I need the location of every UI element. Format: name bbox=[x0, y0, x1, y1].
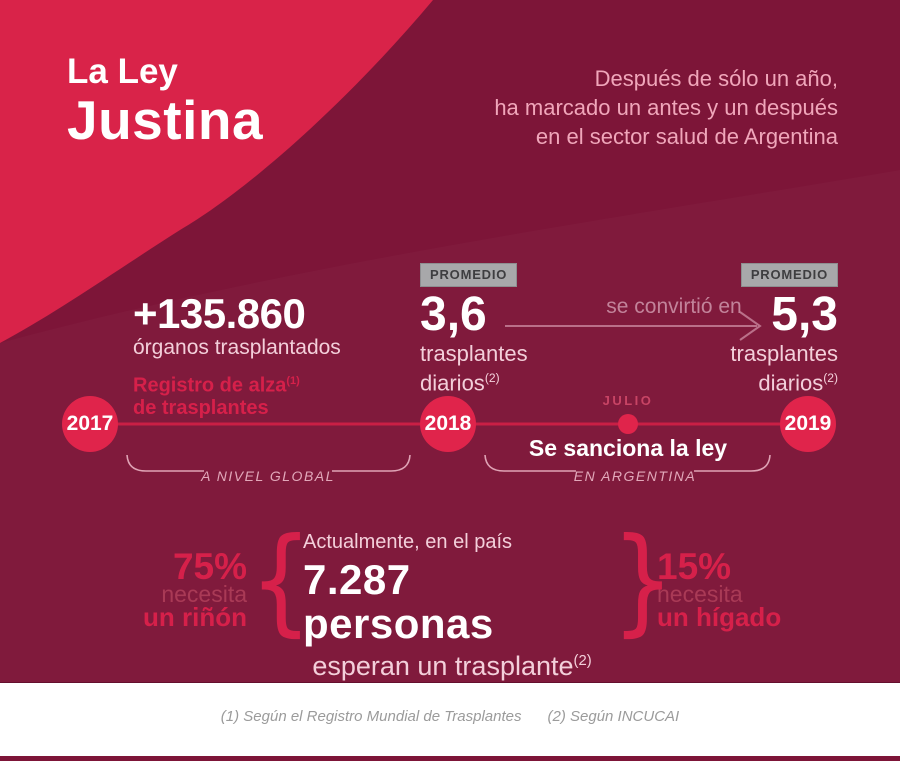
liver-organ: un hígado bbox=[657, 602, 782, 632]
average-after-value: 5,3 bbox=[771, 288, 838, 341]
july-dot bbox=[618, 414, 638, 434]
waitlist-intro: Actualmente, en el país bbox=[303, 531, 513, 553]
footer-source-2: (2) Según INCUCAI bbox=[547, 708, 680, 725]
main-title: La Ley Justina bbox=[67, 52, 263, 148]
open-brace: { bbox=[249, 513, 313, 648]
scope-label-argentina: EN ARGENTINA bbox=[573, 468, 697, 484]
timeline-month-label: JULIO bbox=[602, 393, 654, 408]
crimson-blob bbox=[0, 0, 433, 343]
global-transplants-value: +135.860 bbox=[133, 290, 306, 337]
average-before-value: 3,6 bbox=[420, 288, 487, 341]
subtitle: Después de sólo un año, ha marcado un an… bbox=[494, 64, 838, 151]
kidney-stat: 75% necesita un riñón bbox=[120, 546, 247, 632]
liver-verb: necesita bbox=[657, 581, 743, 607]
transition-arrow bbox=[505, 311, 762, 341]
timeline-year-2019: 2019 bbox=[784, 412, 832, 435]
average-before-footref: (2) bbox=[484, 371, 500, 385]
promedio-badge-after: PROMEDIO bbox=[740, 263, 838, 287]
registry-note-footref: (1) bbox=[286, 375, 300, 387]
title-line2: Justina bbox=[67, 89, 264, 151]
average-before-label2-text: diarios bbox=[420, 370, 485, 396]
waitlist-footref: (2) bbox=[573, 653, 592, 669]
timeline-event-label: Se sanciona la ley bbox=[528, 435, 728, 461]
transition-label: se convirtió en bbox=[606, 295, 742, 318]
timeline-year-2017: 2017 bbox=[66, 412, 114, 435]
bracket-right-path bbox=[484, 454, 771, 472]
registry-note: Registro de alza(1) de trasplantes bbox=[133, 370, 341, 419]
bracket-left-path bbox=[126, 454, 411, 472]
subtitle-line-3: en el sector salud de Argentina bbox=[535, 124, 838, 149]
close-brace: } bbox=[611, 513, 675, 648]
global-transplants-label: órganos trasplantados bbox=[133, 336, 341, 359]
average-after-label2-text: diarios bbox=[758, 370, 824, 396]
waitlist-tail: esperan un trasplante(2) bbox=[303, 646, 601, 681]
kidney-organ: un riñón bbox=[143, 602, 247, 632]
kidney-verb: necesita bbox=[161, 581, 247, 607]
scope-label-global: A NIVEL GLOBAL bbox=[201, 468, 335, 484]
title-line1: La Ley bbox=[67, 52, 178, 91]
average-before-label1: trasplantes bbox=[420, 341, 528, 366]
waitlist-center: Actualmente, en el país 7.287 personas e… bbox=[303, 531, 601, 681]
kidney-pct: 75% bbox=[172, 546, 247, 587]
footer-source-1: (1) Según el Registro Mundial de Traspla… bbox=[220, 708, 522, 725]
arrow-head-icon bbox=[739, 311, 762, 341]
waitlist-tail-text: esperan un trasplante bbox=[312, 651, 574, 681]
subtitle-line-1: Después de sólo un año, bbox=[594, 66, 838, 91]
footer: (1) Según el Registro Mundial de Traspla… bbox=[0, 683, 900, 756]
global-transplants-stat: +135.860 órganos trasplantados Registro … bbox=[133, 292, 341, 419]
registry-note-line2: de trasplantes bbox=[133, 396, 269, 419]
year-circle-2017 bbox=[62, 396, 118, 452]
average-after-footref: (2) bbox=[823, 371, 838, 385]
average-after-label1: trasplantes bbox=[730, 341, 838, 366]
background-shapes bbox=[0, 0, 836, 472]
bottom-bar bbox=[0, 756, 900, 761]
average-before-stat: PROMEDIO 3,6 trasplantes diarios(2) bbox=[420, 263, 528, 395]
scope-brackets bbox=[126, 454, 771, 472]
average-after-label2: diarios(2) bbox=[730, 366, 838, 395]
average-after-stat: PROMEDIO 5,3 trasplantes diarios(2) bbox=[730, 263, 838, 395]
registry-note-line1: Registro de alza(1) bbox=[133, 370, 341, 397]
registry-note-text: Registro de alza bbox=[133, 374, 287, 397]
year-circle-2019 bbox=[780, 396, 836, 452]
subtitle-line-2: ha marcado un antes y un después bbox=[494, 95, 838, 120]
promedio-badge-before: PROMEDIO bbox=[420, 263, 518, 287]
year-circle-2018 bbox=[420, 396, 476, 452]
average-before-label2: diarios(2) bbox=[420, 366, 528, 395]
liver-pct: 15% bbox=[657, 546, 732, 587]
timeline-year-2018: 2018 bbox=[424, 412, 472, 435]
liver-stat: 15% necesita un hígado bbox=[657, 546, 807, 632]
waitlist-count: 7.287 personas bbox=[303, 556, 494, 647]
